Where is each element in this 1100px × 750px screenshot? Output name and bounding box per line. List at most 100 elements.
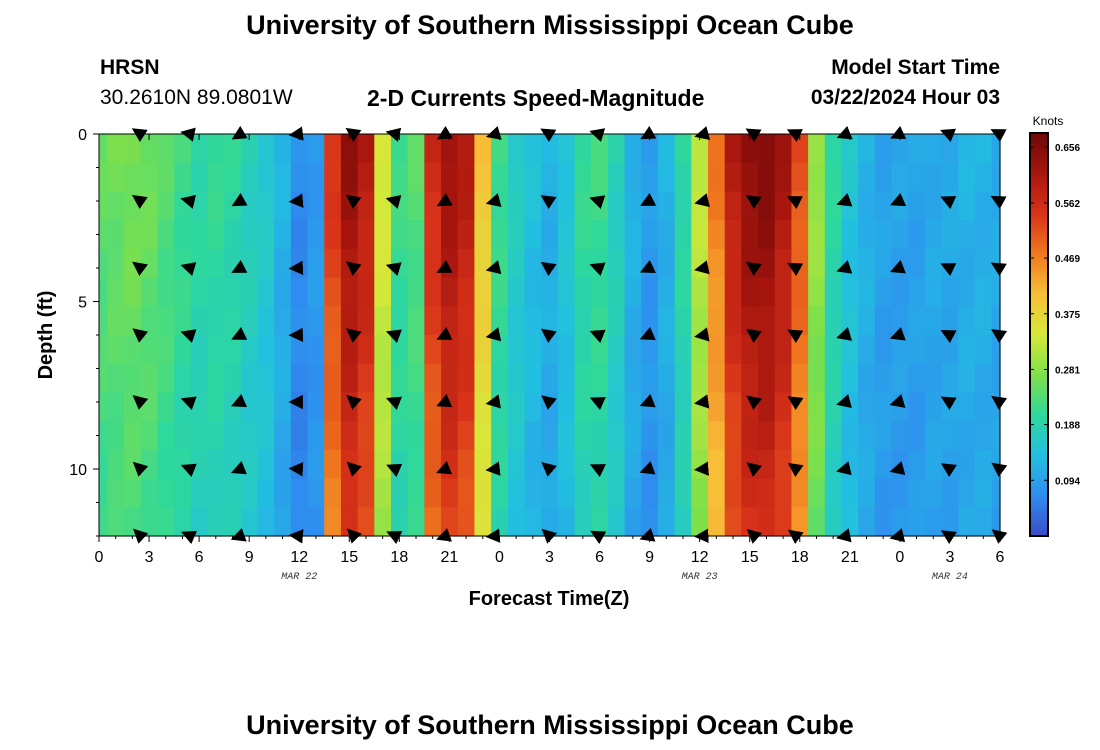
- heatmap-cell: [324, 277, 342, 307]
- heatmap-cell: [941, 449, 959, 480]
- heatmap-cell: [307, 162, 325, 193]
- heatmap-cell: [924, 363, 943, 394]
- current-vector: [541, 395, 557, 410]
- heatmap-cell: [357, 507, 375, 537]
- heatmap-cell: [407, 392, 425, 422]
- heatmap-cell: [324, 392, 342, 422]
- heatmap-cell: [791, 248, 809, 279]
- x-tick-label: 9: [645, 549, 654, 566]
- current-vector: [540, 328, 557, 343]
- heatmap-cell: [974, 507, 993, 537]
- heatmap-cell: [808, 335, 826, 365]
- heatmap-cell: [924, 507, 943, 537]
- heatmap-cell: [691, 134, 709, 164]
- heatmap-cell: [724, 507, 742, 537]
- heatmap-cell: [507, 392, 526, 422]
- heatmap-cell: [190, 191, 209, 221]
- heatmap-cell: [758, 162, 776, 193]
- colorbar-tick-label: 0.375: [1055, 310, 1080, 321]
- heatmap-cell: [541, 191, 559, 221]
- heatmap-cell: [457, 449, 476, 480]
- heatmap-cell: [224, 363, 242, 394]
- heatmap-cell: [324, 449, 342, 480]
- heatmap-cell: [958, 248, 976, 279]
- x-tick-label: 6: [595, 549, 604, 566]
- heatmap-cell: [290, 162, 309, 193]
- heatmap-cell: [274, 335, 292, 365]
- heatmap-cell: [457, 248, 476, 279]
- heatmap-cell: [908, 248, 926, 279]
- heatmap-cell: [924, 162, 943, 193]
- heatmap-cell: [824, 449, 843, 480]
- heatmap-cell: [240, 220, 259, 250]
- heatmap-cell: [924, 335, 943, 365]
- current-vector: [288, 193, 304, 208]
- heatmap-cell: [924, 392, 943, 422]
- current-vector: [132, 461, 149, 477]
- heatmap-cell: [624, 248, 642, 279]
- heatmap-cell: [224, 421, 242, 451]
- heatmap-cell: [474, 363, 492, 394]
- heatmap-cell: [824, 363, 843, 394]
- heatmap-cell: [841, 134, 859, 164]
- heatmap-cell: [891, 507, 909, 537]
- heatmap-cell: [174, 191, 192, 221]
- heatmap-cell: [908, 363, 926, 394]
- heatmap-cell: [808, 507, 826, 537]
- heatmap-cell: [841, 507, 859, 537]
- current-vector: [890, 192, 907, 207]
- heatmap-cell: [891, 277, 909, 307]
- heatmap-cell: [190, 421, 209, 451]
- heatmap-cell: [107, 363, 125, 394]
- heatmap-cell: [491, 507, 509, 537]
- heatmap-cell: [140, 191, 158, 221]
- heatmap-cell: [958, 162, 976, 193]
- heatmap-cell: [524, 478, 542, 508]
- heatmap-cell: [791, 421, 809, 451]
- heatmap-cell: [941, 162, 959, 193]
- heatmap-cell: [908, 191, 926, 221]
- heatmap-cell: [140, 248, 158, 279]
- heatmap-cell: [574, 507, 592, 537]
- heatmap-cell: [107, 277, 125, 307]
- x-tick-label: 18: [791, 549, 809, 566]
- heatmap-cell: [774, 191, 793, 221]
- current-vector: [889, 394, 906, 408]
- heatmap-cell: [357, 220, 375, 250]
- heatmap-cell: [107, 306, 125, 336]
- heatmap-cell: [407, 449, 425, 480]
- heatmap-cell: [908, 306, 926, 336]
- colorbar-tick-label: 0.656: [1055, 143, 1080, 154]
- heatmap-cell: [357, 162, 375, 193]
- heatmap-cell: [491, 248, 509, 279]
- heatmap-cell: [924, 478, 943, 508]
- heatmap-cell: [858, 449, 876, 480]
- heatmap-cell: [407, 248, 425, 279]
- heatmap-cell: [190, 162, 209, 193]
- current-vector: [786, 196, 803, 210]
- heatmap-cell: [541, 449, 559, 480]
- heatmap-cell: [691, 421, 709, 451]
- heatmap-cell: [207, 449, 225, 480]
- heatmap-cell: [858, 162, 876, 193]
- heatmap-cell: [591, 220, 609, 250]
- heatmap-cell: [624, 162, 642, 193]
- heatmap-cell: [224, 248, 242, 279]
- heatmap-cell: [424, 277, 442, 307]
- heatmap-cell: [290, 507, 309, 537]
- heatmap-cell: [574, 335, 592, 365]
- heatmap-cell: [507, 421, 526, 451]
- colorbar-tick-label: 0.094: [1055, 476, 1080, 487]
- heatmap-cell: [624, 306, 642, 336]
- heatmap-cell: [841, 392, 859, 422]
- current-vector: [787, 462, 804, 478]
- heatmap-cell: [641, 220, 659, 250]
- heatmap-cell: [874, 392, 893, 422]
- heatmap-cell: [691, 248, 709, 279]
- heatmap-cell: [958, 421, 976, 451]
- heatmap-cell: [591, 191, 609, 221]
- heatmap-cell: [841, 162, 859, 193]
- heatmap-cell: [808, 421, 826, 451]
- heatmap-cell: [140, 335, 158, 365]
- heatmap-cell: [157, 363, 175, 394]
